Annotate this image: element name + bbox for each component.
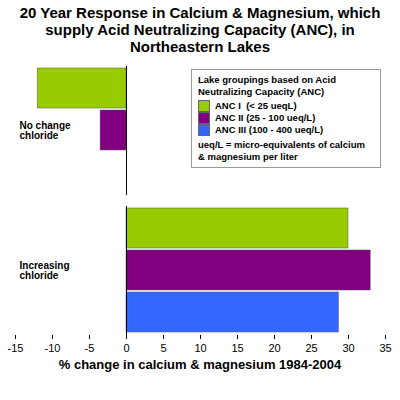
svg-text:15: 15 — [231, 342, 243, 354]
html-text:% change in calcium & magnesiu: % change in calcium & magnesium 1984-200… — [58, 357, 342, 372]
svg-text:No changechloride: No changechloride — [20, 120, 72, 141]
html-text:ANC III (100 - 400 ueq/L): ANC III (100 - 400 ueq/L) — [215, 124, 324, 135]
svg-text:30: 30 — [342, 342, 354, 354]
svg-text:-15: -15 — [8, 342, 24, 354]
html-text:Lake groupings based on Acid N: Lake groupings based on Acid Neutralizin… — [198, 74, 336, 97]
html-text:ueq/L = micro-equivalents of c: ueq/L = micro-equivalents of calcium & m… — [198, 139, 365, 162]
svg-text:-5: -5 — [85, 342, 95, 354]
svg-text:10: 10 — [194, 342, 206, 354]
svg-text:20: 20 — [268, 342, 280, 354]
svg-text:-10: -10 — [45, 342, 61, 354]
svg-text:35: 35 — [379, 342, 391, 354]
html-text:ANC II (25 - 100 ueq/L): ANC II (25 - 100 ueq/L) — [215, 112, 316, 123]
svg-text:25: 25 — [305, 342, 317, 354]
html-text:20 Year Response in Calcium &: 20 Year Response in Calcium & Magnesium,… — [19, 4, 381, 55]
html-text:ANC I (< 25 ueqL): ANC I (< 25 ueqL) — [215, 100, 297, 111]
svg-text:0: 0 — [123, 342, 129, 354]
svg-text:Increasingchloride: Increasingchloride — [20, 260, 70, 281]
svg-text:5: 5 — [160, 342, 166, 354]
